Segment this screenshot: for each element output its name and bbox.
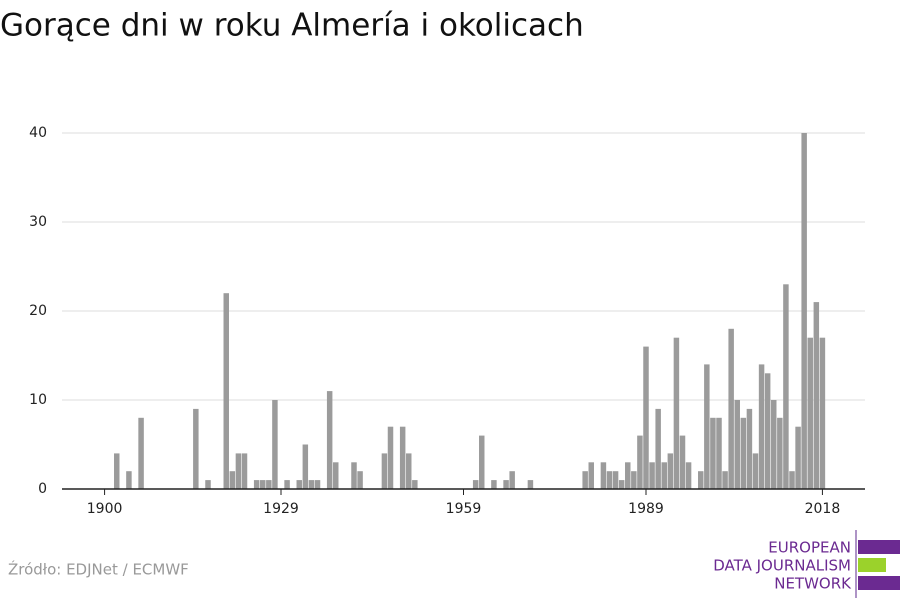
logo-text: DATA JOURNALISM [713, 557, 851, 575]
bar [272, 400, 278, 489]
bar [685, 462, 692, 489]
bar [655, 408, 661, 489]
bar [472, 480, 479, 489]
bar [637, 435, 643, 489]
bar [138, 417, 144, 489]
bar [795, 426, 801, 489]
bar [734, 400, 740, 489]
x-tick-label: 2018 [805, 501, 841, 517]
bar [308, 480, 315, 489]
bar [223, 293, 229, 489]
logo-text: NETWORK [774, 575, 852, 593]
bar [509, 471, 515, 489]
bar [314, 480, 321, 489]
bar [241, 453, 248, 489]
bar [612, 471, 619, 489]
bar [777, 417, 783, 489]
bar [631, 471, 637, 489]
y-tick-label: 40 [29, 125, 47, 141]
bar [479, 435, 485, 489]
bar [235, 453, 242, 489]
bar [114, 453, 120, 489]
bar [326, 391, 333, 489]
logo-bar [858, 558, 886, 572]
bar [661, 462, 667, 489]
y-tick-label: 30 [29, 214, 47, 230]
bar [801, 133, 807, 489]
bar [229, 471, 236, 489]
y-tick-label: 0 [38, 481, 47, 497]
bar [600, 462, 607, 489]
bar [771, 400, 777, 489]
bar [253, 480, 260, 489]
bar [649, 462, 655, 489]
bar [284, 480, 290, 489]
y-tick-label: 20 [29, 303, 47, 319]
bar [588, 462, 594, 489]
bar [789, 471, 795, 489]
bar [679, 435, 686, 489]
source: Źródło: EDJNet / ECMWF [8, 560, 189, 579]
bar [381, 453, 388, 489]
bar [722, 471, 728, 489]
bar [412, 480, 418, 489]
logo-bar [858, 540, 900, 554]
bar [673, 337, 680, 489]
bar [491, 480, 497, 489]
bar [716, 417, 722, 489]
bar [205, 480, 211, 489]
bar [819, 337, 826, 489]
bar [399, 426, 406, 489]
logo-bar [858, 576, 900, 590]
bar [302, 444, 309, 489]
bar [266, 480, 272, 489]
chart-title: Gorące dni w roku Almería i okolicach [0, 8, 584, 44]
bar [704, 364, 710, 489]
x-tick-label: 1959 [446, 501, 482, 517]
bar [625, 462, 631, 489]
bar [193, 408, 199, 489]
bar [740, 417, 747, 489]
bar [126, 471, 132, 489]
bar [752, 453, 759, 489]
bar [387, 426, 394, 489]
bar [710, 417, 716, 489]
bar [783, 284, 789, 489]
bar [351, 462, 357, 489]
bar [357, 471, 363, 489]
bar [667, 453, 674, 489]
bar [758, 364, 765, 489]
bar [746, 408, 753, 489]
bar [698, 471, 704, 489]
bar [618, 480, 625, 489]
x-tick-label: 1989 [628, 501, 664, 517]
bar [728, 328, 734, 489]
bar [764, 373, 771, 489]
bar [643, 346, 649, 489]
y-tick-label: 10 [29, 392, 47, 408]
bar [260, 480, 266, 489]
x-tick-label: 1929 [263, 501, 299, 517]
logo-text: EUROPEAN [768, 539, 851, 557]
bar [807, 337, 813, 489]
x-tick-label: 1900 [87, 501, 123, 517]
bar [813, 302, 820, 489]
bar [333, 462, 339, 489]
bar [296, 480, 302, 489]
bar [406, 453, 412, 489]
bar [527, 480, 534, 489]
bar [503, 480, 509, 489]
bar [582, 471, 588, 489]
bar [606, 471, 613, 489]
